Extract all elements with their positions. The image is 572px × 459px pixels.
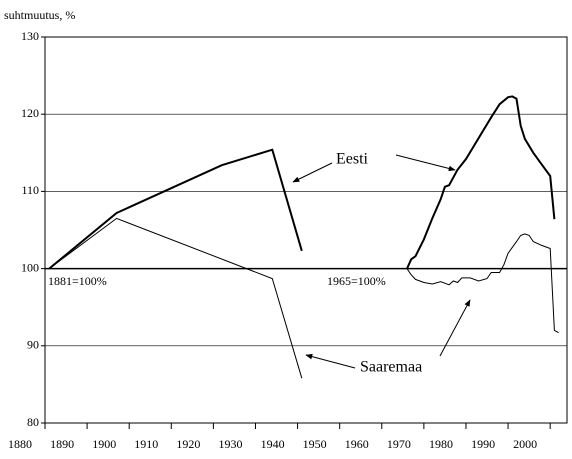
- x-tick-label: 1910: [134, 437, 158, 451]
- y-tick-label: 100: [21, 260, 39, 274]
- annotation: 1965=100%: [327, 274, 386, 288]
- arrows: [292, 154, 471, 369]
- y-tick-label: 80: [27, 415, 39, 429]
- x-tick-label: 1890: [50, 437, 74, 451]
- annotation: Eesti: [336, 151, 369, 168]
- x-tick-label: 1990: [471, 437, 495, 451]
- x-tick-label: 2000: [513, 437, 537, 451]
- x-tick-label: 1950: [303, 437, 327, 451]
- x-tick-label: 1970: [387, 437, 411, 451]
- x-tick-label: 1920: [176, 437, 200, 451]
- plot-frame: [44, 36, 568, 424]
- y-tick-label: 120: [21, 106, 39, 120]
- annotation: Saaremaa: [360, 359, 422, 376]
- y-tick-label: 110: [21, 183, 39, 197]
- line-series: [48, 95, 556, 270]
- x-tick-label: 1960: [345, 437, 369, 451]
- x-tick-label: 1940: [261, 437, 285, 451]
- y-tick-label: 130: [21, 29, 39, 43]
- x-tick-label: 1930: [218, 437, 242, 451]
- annotation: 1881=100%: [48, 274, 107, 288]
- x-tick-label: 1880: [8, 437, 32, 451]
- x-tick-label: 1900: [92, 437, 116, 451]
- y-tick-label: 90: [27, 338, 39, 352]
- y-axis-label: suhtmuutus, %: [4, 8, 75, 22]
- x-tick-label: 1980: [429, 437, 453, 451]
- line-series: [48, 217, 559, 379]
